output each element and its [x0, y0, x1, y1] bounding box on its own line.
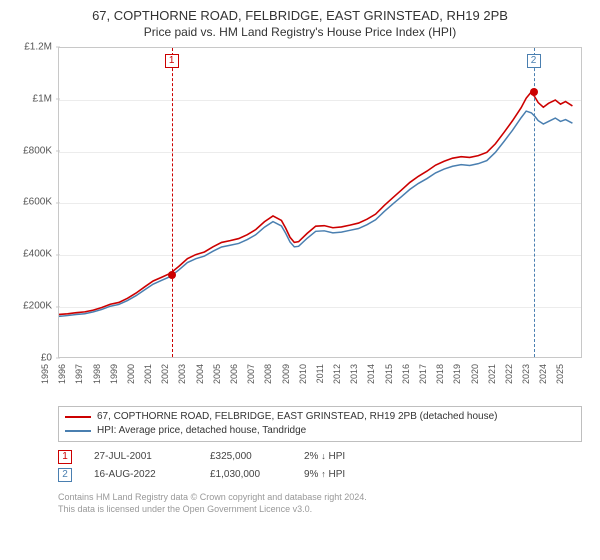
chart-title: 67, COPTHORNE ROAD, FELBRIDGE, EAST GRIN… — [12, 8, 588, 24]
legend-swatch — [65, 430, 91, 432]
marker-date: 16-AUG-2022 — [94, 469, 188, 480]
marker-dot — [168, 271, 176, 279]
chart-container: 67, COPTHORNE ROAD, FELBRIDGE, EAST GRIN… — [0, 0, 600, 560]
marker-change: 2% ↓ HPI — [304, 451, 392, 462]
footer-line-1: Contains HM Land Registry data © Crown c… — [58, 492, 588, 504]
marker-table-badge: 2 — [58, 468, 72, 482]
footer-note: Contains HM Land Registry data © Crown c… — [58, 492, 588, 515]
series-line — [59, 111, 572, 316]
marker-price: £1,030,000 — [210, 469, 282, 480]
legend-label: HPI: Average price, detached house, Tand… — [97, 424, 306, 438]
chart-area: £0£200K£400K£600K£800K£1M£1.2M 12 199519… — [12, 45, 588, 400]
legend-swatch — [65, 416, 91, 418]
y-tick-label: £200K — [12, 301, 52, 312]
footer-line-2: This data is licensed under the Open Gov… — [58, 504, 588, 516]
series-line — [59, 92, 572, 315]
legend-box: 67, COPTHORNE ROAD, FELBRIDGE, EAST GRIN… — [58, 406, 582, 442]
plot-area: 12 — [58, 47, 582, 358]
x-tick-label: 2025 — [555, 364, 591, 384]
marker-table: 1 27-JUL-2001 £325,000 2% ↓ HPI 2 16-AUG-2022… — [58, 450, 588, 486]
marker-badge: 2 — [527, 54, 541, 68]
marker-dot — [530, 88, 538, 96]
marker-vline — [172, 48, 173, 357]
arrow-up-icon: ↑ — [321, 469, 326, 479]
y-tick-label: £1.2M — [12, 41, 52, 52]
y-tick-label: £0 — [12, 352, 52, 363]
marker-badge: 1 — [165, 54, 179, 68]
marker-table-row: 2 16-AUG-2022 £1,030,000 9% ↑ HPI — [58, 468, 588, 482]
marker-table-row: 1 27-JUL-2001 £325,000 2% ↓ HPI — [58, 450, 588, 464]
legend-item: 67, COPTHORNE ROAD, FELBRIDGE, EAST GRIN… — [65, 410, 575, 424]
arrow-down-icon: ↓ — [321, 451, 326, 461]
marker-date: 27-JUL-2001 — [94, 451, 188, 462]
y-tick-label: £400K — [12, 249, 52, 260]
marker-change: 9% ↑ HPI — [304, 469, 392, 480]
chart-subtitle: Price paid vs. HM Land Registry's House … — [12, 25, 588, 39]
y-tick-label: £1M — [12, 93, 52, 104]
legend-label: 67, COPTHORNE ROAD, FELBRIDGE, EAST GRIN… — [97, 410, 498, 424]
y-tick-label: £800K — [12, 145, 52, 156]
chart-svg — [59, 48, 581, 357]
legend-item: HPI: Average price, detached house, Tand… — [65, 424, 575, 438]
marker-price: £325,000 — [210, 451, 282, 462]
y-tick-label: £600K — [12, 197, 52, 208]
marker-table-badge: 1 — [58, 450, 72, 464]
